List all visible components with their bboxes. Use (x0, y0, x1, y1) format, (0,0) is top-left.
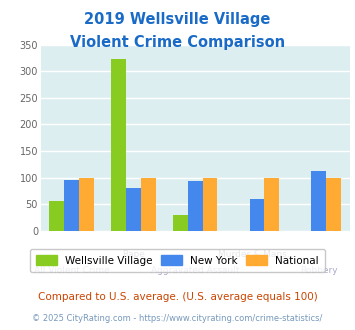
Text: Compared to U.S. average. (U.S. average equals 100): Compared to U.S. average. (U.S. average … (38, 292, 317, 302)
Text: Robbery: Robbery (300, 266, 338, 276)
Bar (311, 171, 326, 231)
Bar (141, 178, 156, 231)
Text: Violent Crime Comparison: Violent Crime Comparison (70, 35, 285, 50)
Text: Murder & Mans...: Murder & Mans... (218, 249, 296, 259)
Text: © 2025 CityRating.com - https://www.cityrating.com/crime-statistics/: © 2025 CityRating.com - https://www.city… (32, 314, 323, 323)
Bar (49, 201, 64, 231)
Bar (111, 59, 126, 231)
Bar (203, 178, 218, 231)
Bar (126, 188, 141, 231)
Bar (250, 199, 264, 231)
Bar (173, 215, 188, 231)
Text: Aggravated Assault: Aggravated Assault (151, 266, 240, 276)
Text: Rape: Rape (122, 249, 145, 259)
Legend: Wellsville Village, New York, National: Wellsville Village, New York, National (30, 249, 325, 272)
Bar (79, 178, 94, 231)
Bar (64, 181, 79, 231)
Bar (264, 178, 279, 231)
Text: All Violent Crime: All Violent Crime (34, 266, 110, 276)
Text: 2019 Wellsville Village: 2019 Wellsville Village (84, 12, 271, 26)
Bar (188, 182, 203, 231)
Bar (326, 178, 341, 231)
